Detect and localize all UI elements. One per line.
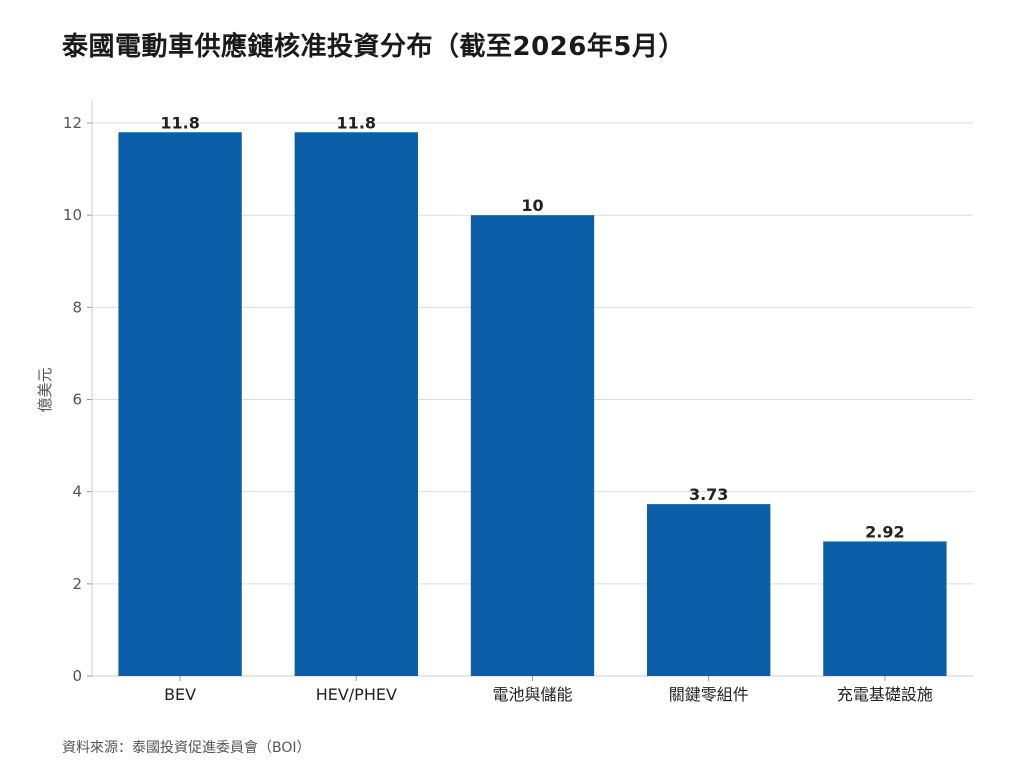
x-tick-label: 關鍵零組件: [669, 685, 749, 704]
bar: [647, 504, 771, 676]
y-tick-label: 2: [72, 575, 82, 593]
y-tick-label: 12: [63, 114, 82, 132]
bar: [823, 541, 947, 676]
chart-source: 資料來源：泰國投資促進委員會（BOI）: [62, 740, 311, 756]
bar: [118, 132, 242, 677]
data-label: 10: [521, 196, 543, 215]
x-tick-label: 電池與儲能: [492, 685, 572, 704]
y-tick-label: 0: [72, 667, 82, 685]
y-tick-label: 8: [72, 298, 82, 316]
data-label: 11.8: [337, 113, 376, 132]
data-label: 2.92: [865, 522, 904, 541]
data-label: 3.73: [689, 485, 728, 504]
data-label: 11.8: [160, 113, 199, 132]
chart-title: 泰國電動車供應鏈核准投資分布（截至2026年5月）: [62, 32, 685, 62]
y-tick-label: 4: [72, 483, 82, 501]
bar: [470, 215, 595, 676]
bar: [294, 132, 418, 677]
y-axis-title: 億美元: [36, 367, 54, 412]
bars: [118, 132, 947, 677]
labels: 11.8 BEV 11.8 HEV/PHEV 10 電池與儲能 3.73 關鍵零組件 2.92 充…: [160, 113, 933, 704]
y-tick-label: 6: [72, 391, 82, 409]
x-tick-label: BEV: [164, 685, 196, 704]
x-tick-label: HEV/PHEV: [316, 685, 397, 704]
y-tick-label: 10: [63, 206, 82, 224]
x-tick-label: 充電基礎設施: [837, 685, 933, 704]
